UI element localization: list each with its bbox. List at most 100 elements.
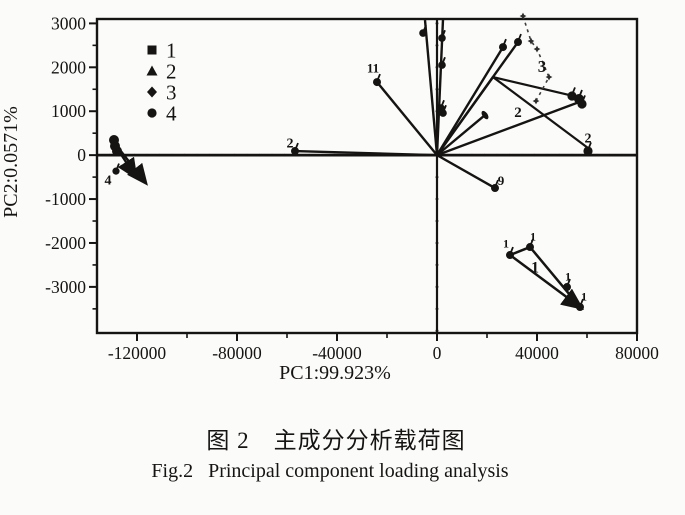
point-label: 1 bbox=[531, 260, 539, 277]
vector-point-marker bbox=[438, 34, 446, 42]
y-axis-dot bbox=[435, 197, 439, 201]
x-axis-dot bbox=[108, 153, 111, 157]
x-axis-dot bbox=[133, 153, 136, 157]
vector-point-marker bbox=[438, 61, 446, 69]
x-axis-dot bbox=[358, 153, 361, 157]
loading-vector bbox=[436, 99, 583, 157]
y-axis-dot bbox=[435, 65, 439, 69]
vector-point-marker-flag bbox=[442, 56, 446, 63]
y-axis-dot bbox=[435, 219, 439, 223]
branch-segment bbox=[492, 76, 589, 149]
vector-tip-marker bbox=[491, 184, 499, 193]
x-axis-dot bbox=[595, 153, 599, 157]
vector-tip-marker bbox=[373, 78, 381, 87]
cluster3-marker bbox=[545, 73, 553, 81]
loading-vector bbox=[436, 114, 486, 157]
loading-vector bbox=[435, 19, 445, 156]
y-axis-dot bbox=[435, 43, 439, 47]
y-tick-label: 1000 bbox=[51, 101, 86, 121]
y-axis-dot bbox=[435, 329, 439, 333]
x-axis-dot bbox=[308, 153, 311, 157]
point-label: 11 bbox=[367, 61, 379, 76]
vector-point-marker bbox=[419, 29, 427, 37]
loading-vector bbox=[423, 19, 439, 156]
y-axis-dot bbox=[435, 87, 439, 91]
vector-point-marker-flag bbox=[442, 29, 446, 36]
point-label: 3 bbox=[538, 57, 547, 76]
vector-tip-marker bbox=[481, 110, 489, 120]
cluster2-marker-flag bbox=[572, 87, 576, 93]
point-label: 4 bbox=[105, 174, 112, 189]
cluster4-arrow bbox=[119, 149, 148, 186]
y-tick-label: -1000 bbox=[45, 189, 86, 209]
vector-tip-marker bbox=[291, 147, 299, 156]
x-axis-dot bbox=[508, 153, 511, 157]
x-axis-dot bbox=[220, 153, 224, 157]
cluster1-marker-flag bbox=[530, 238, 534, 245]
loading-vector bbox=[435, 46, 505, 156]
point-label: 2 bbox=[585, 131, 592, 146]
x-axis-dot bbox=[545, 153, 549, 157]
x-axis-dot bbox=[145, 153, 149, 157]
cluster1-marker bbox=[526, 243, 534, 252]
legend-label: 3 bbox=[166, 81, 177, 105]
x-axis-dot bbox=[483, 153, 486, 157]
branch-segment bbox=[492, 75, 579, 99]
legend-label: 4 bbox=[166, 102, 177, 126]
legend-triangle-marker bbox=[146, 65, 158, 76]
point-label: 2 bbox=[514, 105, 522, 121]
point-label: 2 bbox=[287, 137, 294, 152]
point-label: 1 bbox=[565, 270, 571, 284]
loading-vector bbox=[436, 154, 496, 190]
x-tick-label: 80000 bbox=[615, 343, 659, 363]
y-axis-dot bbox=[435, 21, 439, 25]
cluster1-marker-flag bbox=[580, 298, 584, 305]
vector-point-marker-flag bbox=[423, 24, 427, 31]
cluster4-marker bbox=[112, 167, 120, 175]
cluster2-marker bbox=[577, 99, 587, 109]
cluster1-marker bbox=[576, 303, 584, 312]
caption-chinese: 图 2 主成分分析载荷图 bbox=[206, 428, 466, 453]
x-axis-dot bbox=[208, 153, 211, 157]
x-axis-dot bbox=[633, 153, 636, 157]
x-axis-dot bbox=[195, 153, 199, 157]
cluster1-marker-flag bbox=[510, 246, 514, 253]
legend-label: 1 bbox=[166, 39, 177, 63]
y-axis-dot bbox=[435, 109, 439, 113]
legend-square-marker bbox=[147, 45, 157, 55]
cluster4-marker-flag bbox=[116, 163, 120, 169]
x-axis-dot bbox=[320, 153, 324, 157]
cluster2-marker-flag bbox=[579, 89, 583, 96]
x-axis-dot bbox=[558, 153, 561, 157]
x-axis-dot bbox=[520, 153, 524, 157]
point-label: 1 bbox=[581, 290, 587, 304]
y-axis-dot bbox=[435, 241, 439, 245]
x-axis-dot bbox=[533, 153, 536, 157]
y-tick-label: 3000 bbox=[51, 13, 86, 33]
legend-diamond-marker bbox=[147, 86, 157, 98]
x-axis-dot bbox=[183, 153, 186, 157]
loading-vector bbox=[376, 81, 438, 156]
x-tick-label: -40000 bbox=[312, 343, 362, 363]
loading-vector bbox=[294, 149, 438, 157]
cluster3-marker bbox=[519, 12, 527, 20]
y-axis-dot bbox=[435, 175, 439, 179]
y-tick-label: -3000 bbox=[45, 277, 86, 297]
y-axis-dot bbox=[435, 263, 439, 267]
x-tick-label: -120000 bbox=[108, 343, 167, 363]
x-axis-dot bbox=[270, 153, 274, 157]
x-axis-dot bbox=[608, 153, 611, 157]
x-axis-title: PC1:99.923% bbox=[279, 362, 391, 384]
plot-border bbox=[95, 17, 639, 335]
cluster1-marker bbox=[563, 283, 571, 292]
x-tick-label: -80000 bbox=[212, 343, 262, 363]
y-tick-label: -2000 bbox=[45, 233, 86, 253]
y-axis-title: PC2:0.0571% bbox=[0, 106, 22, 218]
x-axis-dot bbox=[495, 153, 499, 157]
vector-point-marker bbox=[439, 109, 447, 117]
x-axis-dot bbox=[620, 153, 624, 157]
x-axis-dot bbox=[258, 153, 261, 157]
vector-tip-marker-flag bbox=[503, 38, 507, 45]
vector-tip-marker bbox=[514, 38, 522, 47]
